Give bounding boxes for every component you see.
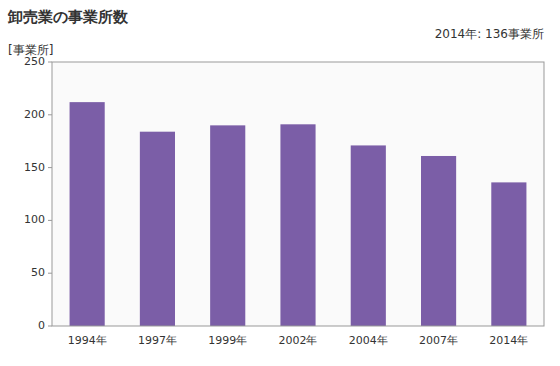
x-tick-label: 2002年 <box>279 334 318 347</box>
y-tick-label: 100 <box>24 213 45 226</box>
x-tick-label: 2004年 <box>349 334 388 347</box>
x-tick-label: 1997年 <box>138 334 177 347</box>
chart-container: 0501001502002501994年1997年1999年2002年2004年… <box>0 0 560 366</box>
bar <box>421 156 456 326</box>
x-tick-label: 1994年 <box>68 334 107 347</box>
bar <box>280 124 315 326</box>
plot-background <box>52 62 544 326</box>
x-tick-label: 2007年 <box>419 334 458 347</box>
chart-title: 卸売業の事業所数 <box>7 8 129 26</box>
y-tick-label: 50 <box>31 266 45 279</box>
bar <box>140 132 175 326</box>
bar <box>491 182 526 326</box>
y-tick <box>48 62 52 63</box>
y-tick-label: 200 <box>24 108 45 121</box>
y-tick <box>48 167 52 168</box>
bar <box>210 125 245 326</box>
x-tick-label: 2014年 <box>489 334 528 347</box>
y-tick <box>48 220 52 221</box>
chart-svg: 0501001502002501994年1997年1999年2002年2004年… <box>0 0 560 366</box>
y-tick <box>48 114 52 115</box>
y-tick <box>48 326 52 327</box>
y-tick <box>48 273 52 274</box>
y-tick-label: 0 <box>38 319 45 332</box>
plot-frame <box>52 62 544 326</box>
x-tick-label: 1999年 <box>208 334 247 347</box>
annotation: 2014年: 136事業所 <box>435 27 544 41</box>
bar <box>351 145 386 326</box>
y-axis-label: [事業所] <box>8 43 53 57</box>
bar <box>70 102 105 326</box>
y-tick-label: 150 <box>24 161 45 174</box>
bars <box>70 102 527 326</box>
